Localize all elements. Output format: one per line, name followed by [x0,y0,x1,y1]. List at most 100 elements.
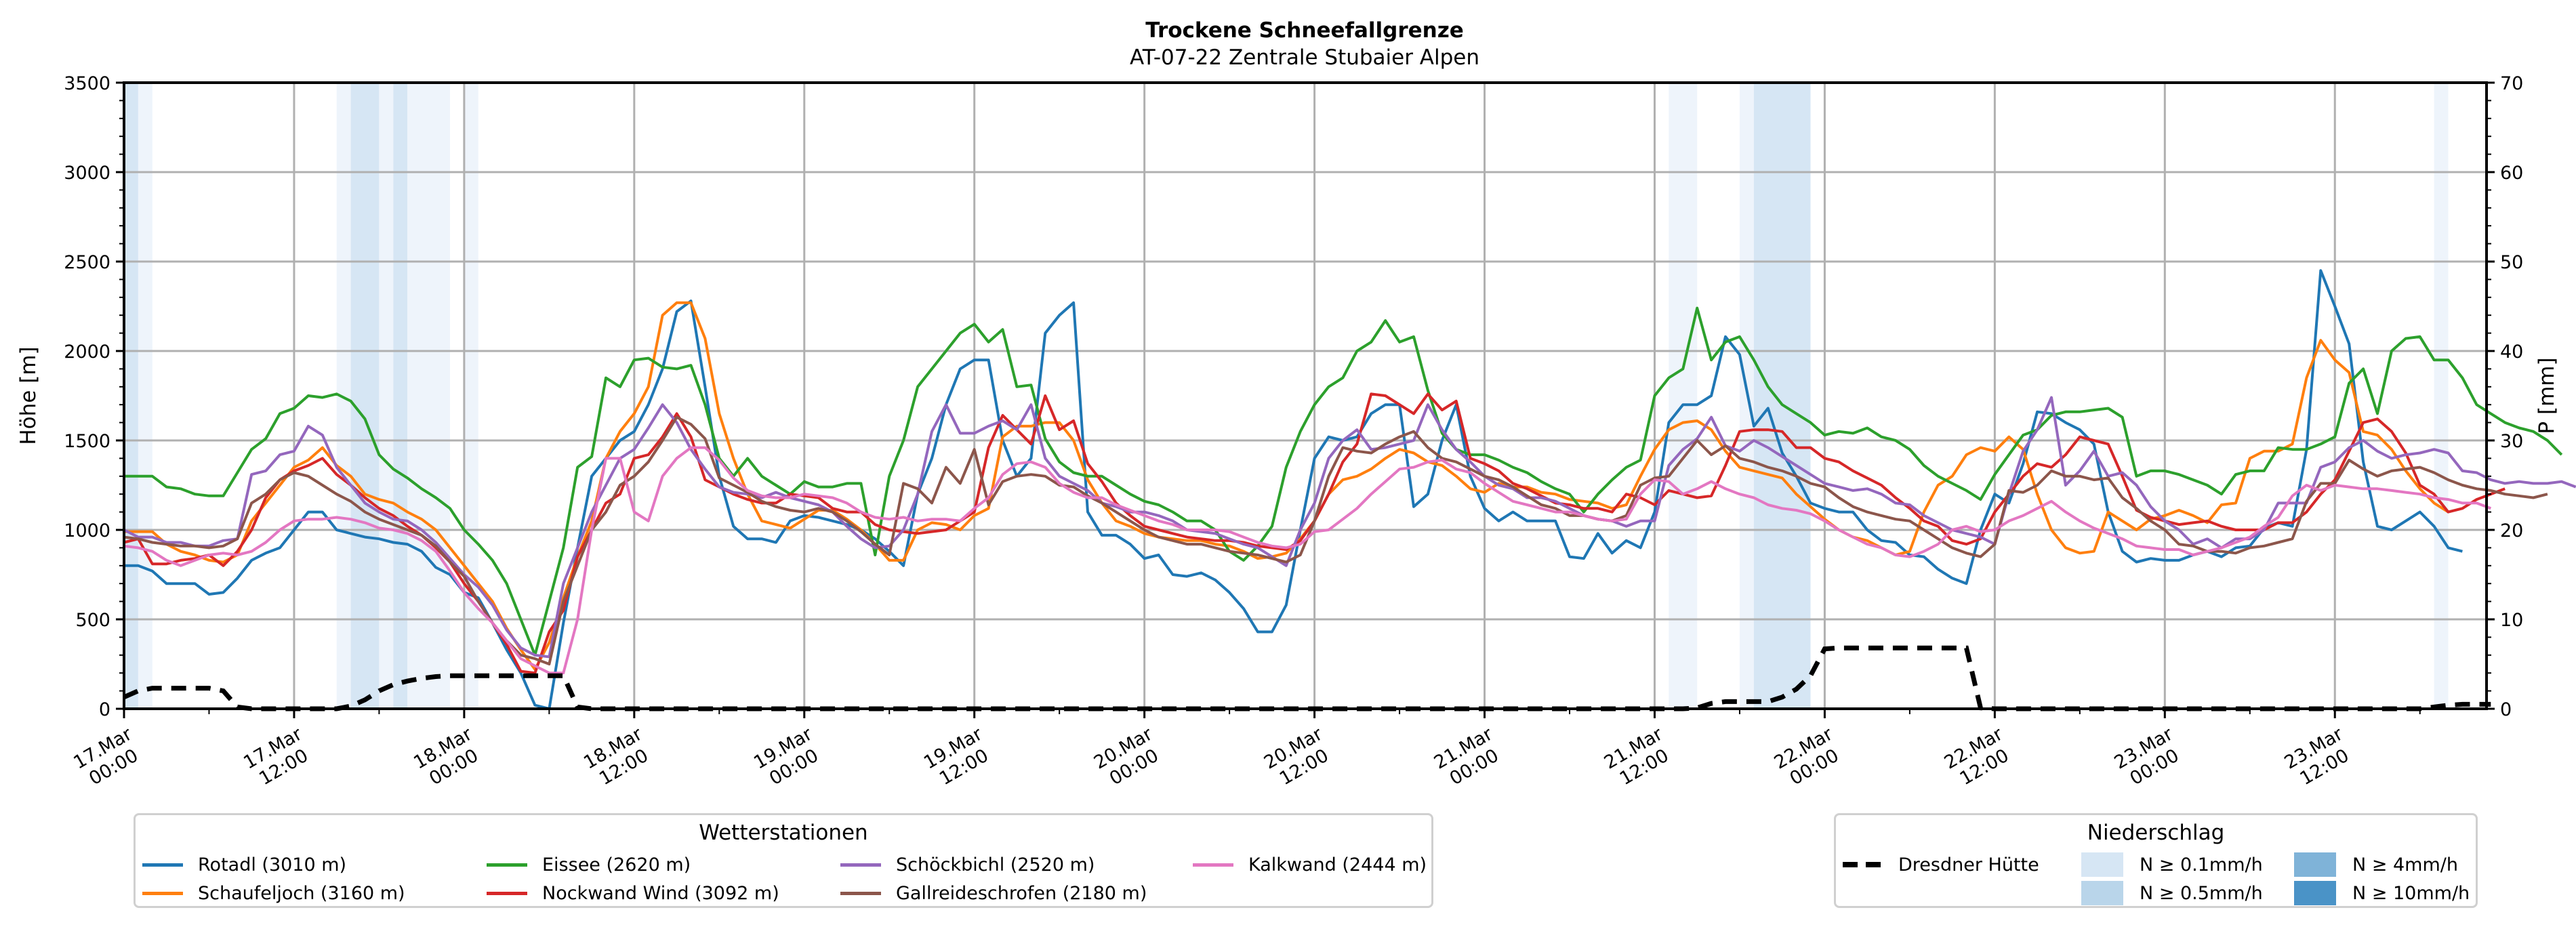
y-tick-label: 3000 [64,163,110,184]
precip-band [2434,83,2449,709]
legend-item-station: Schaufeljoch (3160 m) [142,879,405,907]
y-ticks: 0 500 1000 1500 2000 2500 3000 3500 [64,73,124,720]
legend-item-dresdner-huette: Dresdner Hütte [1843,850,2039,879]
legend-line-swatch [487,891,527,895]
legend-rect-swatch [2081,852,2123,877]
axes [123,81,2488,710]
legend-label: Eissee (2620 m) [542,854,691,875]
precip-band [350,83,380,709]
legend-item-precip-level: N ≥ 10mm/h [2294,879,2470,907]
legend-label: N ≥ 0.1mm/h [2140,854,2263,875]
precip-band [1669,83,1698,709]
precip-band [407,83,450,709]
precip-band [124,83,138,709]
chart-title: Trockene Schneefallgrenze [1145,18,1464,43]
y-tick-label: 500 [75,610,110,631]
precip-band [336,83,351,709]
precip-line-dresdner-huette [123,645,2491,711]
legend-item-precip-level: N ≥ 0.1mm/h [2081,850,2263,879]
legend-label: Schöckbichl (2520 m) [896,854,1095,875]
y2-tick-label: 40 [2500,342,2523,363]
y2-tick-label: 20 [2500,520,2523,541]
legend-item-station: Nockwand Wind (3092 m) [487,879,779,907]
legend-label: N ≥ 4mm/h [2352,854,2458,875]
legend-rect-swatch [2294,881,2336,905]
precip-line-group [123,645,2491,711]
legend-item-station: Rotadl (3010 m) [142,850,346,879]
legend-label: N ≥ 10mm/h [2352,882,2470,904]
dashed-line-swatch [1843,862,1883,867]
legend-line-swatch [840,863,881,867]
legend-precip-title: Niederschlag [2087,821,2225,845]
precip-band [138,83,152,709]
series-line-gallreideschrofen [123,415,2548,665]
legend-stations: Wetterstationen Rotadl (3010 m) Schaufelj… [134,813,1433,908]
legend-label: Dresdner Hütte [1898,854,2039,875]
y-tick-label: 0 [99,699,110,720]
legend-rect-swatch [2294,852,2336,877]
y2-tick-label: 50 [2500,252,2523,273]
legend-item-station: Kalkwand (2444 m) [1193,850,1427,879]
legend-label: Kalkwand (2444 m) [1248,854,1427,875]
legend-item-station: Schöckbichl (2520 m) [840,850,1095,879]
legend-label: Gallreideschrofen (2180 m) [896,882,1147,904]
legend-label: Schaufeljoch (3160 m) [198,882,405,904]
legend-item-station: Gallreideschrofen (2180 m) [840,879,1147,907]
legend-line-swatch [1193,863,1233,867]
grid [124,83,2487,709]
precip-band [379,83,394,709]
series-lines [123,269,2576,710]
legend-line-swatch [142,891,183,895]
y2-tick-label: 60 [2500,163,2523,184]
y2-axis-label: P [mm] [2535,357,2559,434]
legend-label: N ≥ 0.5mm/h [2140,882,2263,904]
y2-tick-label: 10 [2500,610,2523,631]
legend-item-station: Eissee (2620 m) [487,850,691,879]
precip-band [1753,83,1811,709]
legend-item-precip-level: N ≥ 0.5mm/h [2081,879,2263,907]
y-tick-label: 1500 [64,431,110,452]
chart-subtitle: AT-07-22 Zentrale Stubaier Alpen [1130,45,1479,70]
plot-frame [123,81,2488,710]
legend-line-swatch [840,891,881,895]
series-line-schöckbichl [123,396,2576,659]
y2-tick-label: 0 [2500,699,2512,720]
y-tick-label: 2000 [64,342,110,363]
series-line-eissee [124,306,2563,657]
legend-stations-title: Wetterstationen [699,821,868,845]
series-line-rotadl [124,269,2463,710]
series-line-kalkwand [123,446,2492,675]
y-tick-label: 1000 [64,520,110,541]
legend-label: Nockwand Wind (3092 m) [542,882,779,904]
legend-label: Rotadl (3010 m) [198,854,347,875]
legend-line-swatch [142,863,183,867]
legend-item-precip-level: N ≥ 4mm/h [2294,850,2458,879]
legend-precip: Niederschlag Dresdner Hütte N ≥ 0.1mm/h N… [1834,813,2478,908]
precip-band [464,83,478,709]
legend-line-swatch [487,863,527,867]
y2-ticks: 0 10 20 30 40 50 60 70 [2487,73,2523,720]
y-axis-label: Höhe [m] [16,346,41,445]
y-tick-label: 3500 [64,73,110,94]
precip-band [393,83,408,709]
y2-tick-label: 70 [2500,73,2523,94]
precip-bands [124,83,2449,709]
y-tick-label: 2500 [64,252,110,273]
legend-rect-swatch [2081,881,2123,905]
